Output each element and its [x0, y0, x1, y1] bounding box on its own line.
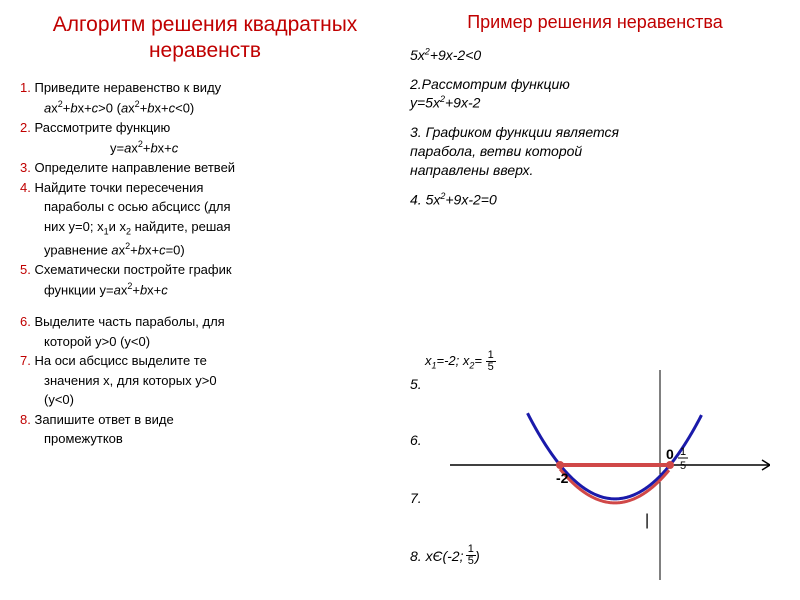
left-step-2b: y=ax2+bx+c — [20, 138, 390, 157]
parabola-chart: -2 01 5 | — [450, 370, 770, 580]
left-step-8b: промежутков — [20, 430, 390, 448]
left-step-6b: которой y>0 (y<0) — [20, 333, 390, 351]
right-step-6: 6. — [410, 432, 422, 448]
right-step-5: 5. — [410, 376, 422, 392]
svg-text:0: 0 — [666, 446, 674, 462]
left-step-2: 2. Рассмотрите функцию — [20, 119, 390, 137]
left-step-1: 1. Приведите неравенство к виду — [20, 79, 390, 97]
right-step-4: 4. 5x2+9x-2=0 — [410, 190, 780, 210]
left-step-7c: (y<0) — [20, 391, 390, 409]
right-step-1: 5x2+9x-2<0 — [410, 45, 780, 65]
left-step-8: 8. Запишите ответ в виде — [20, 411, 390, 429]
svg-text:|: | — [645, 512, 649, 529]
left-step-3: 3. Определите направление ветвей — [20, 159, 390, 177]
left-step-4d: уравнение ax2+bx+c=0) — [20, 240, 390, 259]
right-title: Пример решения неравенства — [410, 12, 780, 33]
left-step-6: 6. Выделите часть параболы, для — [20, 313, 390, 331]
left-step-5b: функции y=ax2+bx+c — [20, 280, 390, 299]
left-step-7: 7. На оси абсцисс выделите те — [20, 352, 390, 370]
right-step-2b: y=5x2+9x-2 — [410, 93, 780, 113]
left-title: Алгоритм решения квадратных неравенств — [20, 12, 390, 65]
left-step-4b: параболы с осью абсцисс (для — [20, 198, 390, 216]
right-step-3a: 3. Графиком функции является — [410, 123, 780, 142]
left-step-4c: них y=0; x1и x2 найдите, решая — [20, 218, 390, 238]
left-step-7b: значения x, для которых y>0 — [20, 372, 390, 390]
svg-text:1: 1 — [680, 446, 686, 458]
left-step-1b: ax2+bx+c>0 (ax2+bx+c<0) — [20, 98, 390, 117]
right-step-3b: парабола, ветви которой — [410, 142, 780, 161]
right-step-3c: направлены вверх. — [410, 161, 780, 180]
left-step-5: 5. Схематически постройте график — [20, 261, 390, 279]
svg-text:5: 5 — [680, 460, 686, 472]
right-step-2a: 2.Рассмотрим функцию — [410, 75, 780, 94]
right-step-7: 7. — [410, 490, 422, 506]
left-step-4: 4. Найдите точки пересечения — [20, 179, 390, 197]
svg-text:-2: -2 — [556, 470, 569, 486]
